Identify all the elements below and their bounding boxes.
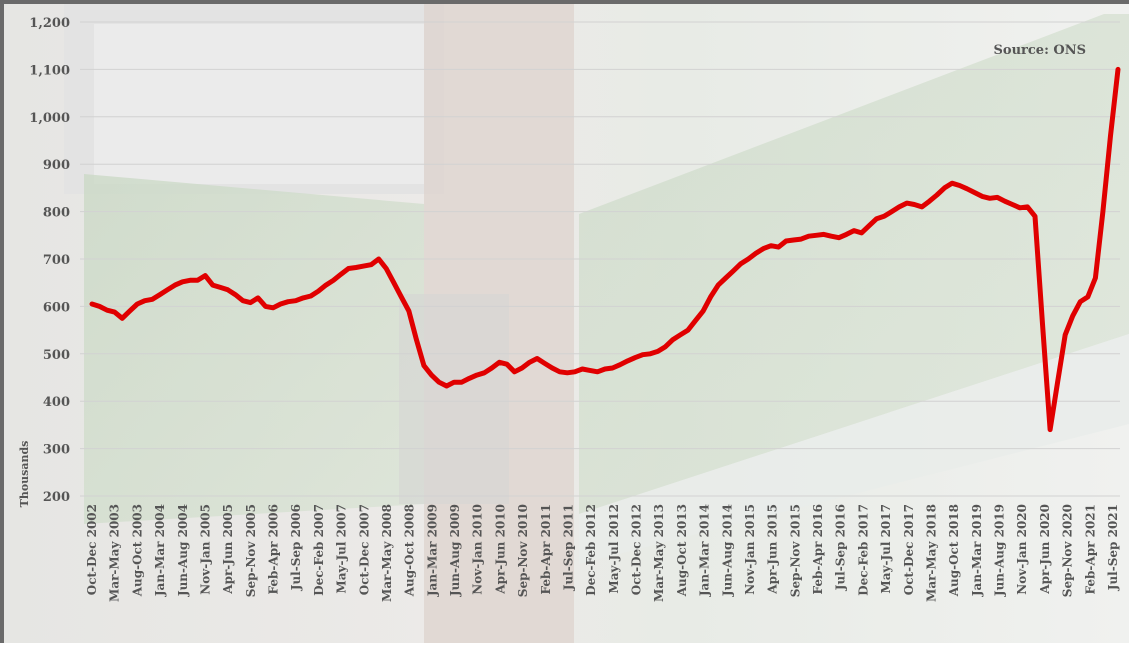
x-tick-label: Jan-Mar 2019 <box>970 504 984 597</box>
x-tick-label: Dec-Feb 2007 <box>312 504 326 596</box>
x-tick-label: Aug-Oct 2018 <box>947 504 961 597</box>
x-tick-label: Oct-Dec 2007 <box>357 504 371 595</box>
gridlines <box>80 21 1120 497</box>
x-tick-label: Sep-Nov 2005 <box>244 504 258 597</box>
x-tick-label: Sep-Nov 2010 <box>516 504 530 597</box>
source-note: Source: ONS <box>994 43 1086 58</box>
x-tick-label: Aug-Oct 2013 <box>675 504 689 597</box>
y-tick-label: 600 <box>43 300 70 315</box>
x-tick-label: Apr-Jun 2005 <box>221 504 235 595</box>
x-tick-label: Jan-Mar 2004 <box>153 504 167 597</box>
x-tick-label: Sep-Nov 2020 <box>1061 504 1075 597</box>
x-tick-label: Mar-May 2018 <box>925 504 939 602</box>
x-tick-label: Jul-Sep 2011 <box>562 504 576 591</box>
y-tick-label: 800 <box>43 206 70 221</box>
x-tick-label: Feb-Apr 2016 <box>811 504 825 594</box>
x-tick-label: Nov-Jan 2020 <box>1015 504 1029 595</box>
x-tick-label: Apr-Jun 2015 <box>766 504 780 595</box>
x-tick-label: Feb-Apr 2011 <box>539 504 553 594</box>
x-tick-label: Aug-Oct 2003 <box>130 504 144 597</box>
x-axis: Oct-Dec 2002 Mar-May 2003 Aug-Oct 2003 Jan-… <box>85 504 1120 602</box>
x-tick-label: May-Jul 2012 <box>607 504 621 594</box>
x-tick-label: Apr-Jun 2010 <box>493 504 507 595</box>
x-tick-label: Oct-Dec 2012 <box>630 504 644 595</box>
x-tick-label: Nov-Jan 2010 <box>471 504 485 595</box>
series-line <box>89 66 1121 433</box>
series-unemployment <box>89 66 1121 433</box>
x-tick-label: Mar-May 2008 <box>380 504 394 602</box>
x-tick-label: May-Jul 2017 <box>879 504 893 594</box>
background-photo <box>4 4 1129 643</box>
x-tick-label: Jun-Aug 2009 <box>448 504 462 597</box>
x-tick-label: Nov-Jan 2005 <box>198 504 212 595</box>
x-tick-label: Sep-Nov 2015 <box>788 504 802 597</box>
y-tick-label: 500 <box>43 348 70 363</box>
x-tick-label: Jan-Mar 2009 <box>425 504 439 597</box>
x-tick-label: Apr-Jun 2020 <box>1038 504 1052 595</box>
y-tick-label: 400 <box>43 395 70 410</box>
x-tick-label: Feb-Apr 2006 <box>267 504 281 594</box>
x-tick-label: Jun-Aug 2019 <box>993 504 1007 597</box>
y-tick-label: 200 <box>43 490 70 505</box>
x-tick-label: Dec-Feb 2012 <box>584 504 598 596</box>
x-tick-label: Jun-Aug 2004 <box>176 504 190 597</box>
y-tick-label: 300 <box>43 443 70 458</box>
y-tick-label: 900 <box>43 158 70 173</box>
x-tick-label: Jul-Sep 2021 <box>1106 504 1120 591</box>
y-tick-label: 1,200 <box>29 16 70 31</box>
x-tick-label: Mar-May 2013 <box>652 504 666 602</box>
x-tick-label: May-Jul 2007 <box>335 504 349 594</box>
x-tick-label: Nov-Jan 2015 <box>743 504 757 595</box>
x-tick-label: Mar-May 2003 <box>108 504 122 602</box>
x-tick-label: Jun-Aug 2014 <box>720 504 734 597</box>
x-tick-label: Oct-Dec 2002 <box>85 504 99 595</box>
x-tick-label: Jul-Sep 2006 <box>289 504 303 591</box>
y-axis-title: Thousands <box>18 441 31 508</box>
x-tick-label: Feb-Apr 2021 <box>1083 504 1097 594</box>
chart: 2003004005006007008009001,0001,1001,200 … <box>4 4 1129 643</box>
x-tick-label: Oct-Dec 2017 <box>902 504 916 595</box>
y-tick-label: 700 <box>43 253 70 268</box>
y-tick-label: 1,100 <box>29 63 70 78</box>
x-tick-label: Jan-Mar 2014 <box>698 504 712 597</box>
y-axis: 200 300 400 500 600 700 800 900 1,000 1,100 1,200 <box>29 16 70 505</box>
y-tick-label: 1,000 <box>29 111 70 126</box>
x-tick-label: Jul-Sep 2016 <box>834 504 848 591</box>
x-tick-label: Aug-Oct 2008 <box>403 504 417 597</box>
x-tick-label: Dec-Feb 2017 <box>856 504 870 596</box>
